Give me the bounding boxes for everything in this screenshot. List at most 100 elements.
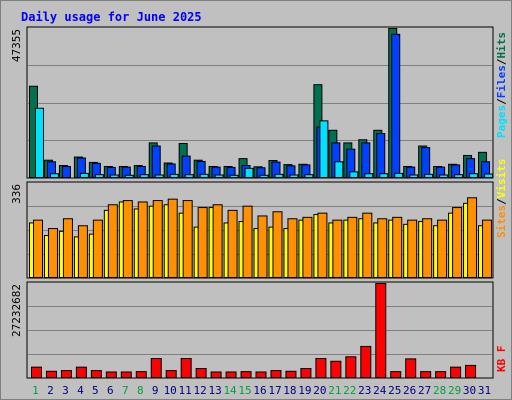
legend-pages: Pages bbox=[495, 105, 508, 138]
bar-sites-31 bbox=[482, 219, 493, 278]
day-label-28: 28 bbox=[433, 384, 446, 397]
bar-kb-f-20 bbox=[315, 358, 327, 379]
panel-middle-max-label: 336 bbox=[10, 184, 23, 204]
series-pages bbox=[35, 107, 494, 179]
series-sites bbox=[33, 197, 493, 279]
bar-sites-24 bbox=[377, 218, 388, 278]
bar-sites-23 bbox=[362, 212, 373, 278]
panel-middle: 336 Sites/Visits bbox=[10, 159, 508, 279]
bar-kb-f-24 bbox=[375, 283, 387, 378]
bar-sites-20 bbox=[317, 212, 328, 278]
day-label-13: 13 bbox=[208, 384, 221, 397]
panel-top-legend: Pages/Files/Hits bbox=[495, 32, 508, 138]
bar-sites-26 bbox=[407, 219, 418, 278]
bar-pages-28 bbox=[439, 174, 449, 179]
bar-pages-23 bbox=[364, 173, 374, 178]
bar-kb-f-17 bbox=[270, 370, 282, 378]
day-label-12: 12 bbox=[194, 384, 207, 397]
bar-pages-7 bbox=[124, 174, 134, 178]
day-label-23: 23 bbox=[358, 384, 371, 397]
bar-files-24 bbox=[376, 132, 386, 178]
legend-visits: Visits bbox=[495, 159, 508, 199]
day-labels: 1 2 3 4 5 6 7 8 9 10 11 12 13 14 15 16 17 18 19 20 21 22 23 24 2… bbox=[32, 384, 491, 397]
bar-sites-11 bbox=[182, 200, 193, 278]
bar-sites-5 bbox=[92, 219, 103, 278]
bar-pages-13 bbox=[214, 174, 224, 179]
day-label-15: 15 bbox=[238, 384, 251, 397]
bar-sites-16 bbox=[257, 215, 268, 278]
bar-pages-2 bbox=[49, 173, 59, 178]
bar-sites-13 bbox=[212, 204, 223, 278]
bar-sites-22 bbox=[347, 216, 358, 279]
bar-kb-f-2 bbox=[45, 370, 57, 378]
bar-sites-30 bbox=[467, 197, 478, 278]
panel-middle-legend: Sites/Visits bbox=[495, 159, 508, 239]
legend-separator: / bbox=[495, 58, 508, 65]
bar-pages-15 bbox=[244, 167, 254, 179]
bar-sites-6 bbox=[107, 204, 118, 278]
bar-pages-14 bbox=[229, 174, 239, 178]
day-label-27: 27 bbox=[418, 384, 431, 397]
bar-pages-9 bbox=[154, 174, 164, 179]
bar-kb-f-18 bbox=[285, 370, 297, 378]
bar-kb-f-1 bbox=[31, 366, 42, 379]
bar-pages-18 bbox=[289, 174, 299, 179]
legend-hits: Hits bbox=[495, 32, 508, 59]
day-label-20: 20 bbox=[313, 384, 326, 397]
bar-kb-f-11 bbox=[180, 358, 192, 379]
day-label-14: 14 bbox=[223, 384, 237, 397]
bar-sites-19 bbox=[302, 216, 313, 279]
day-label-24: 24 bbox=[373, 384, 387, 397]
bar-kb-f-16 bbox=[255, 371, 267, 379]
bar-kb-f-23 bbox=[360, 345, 372, 379]
bar-kb-f-30 bbox=[465, 364, 477, 378]
day-label-2: 2 bbox=[47, 384, 54, 397]
legend-files: Files bbox=[495, 65, 508, 98]
bar-kb-f-9 bbox=[150, 358, 162, 379]
chart-panels: 47355Pages/Files/Hits336Sites/Visits2723… bbox=[10, 26, 508, 379]
bar-kb-f-8 bbox=[135, 371, 147, 378]
bar-kb-f-6 bbox=[105, 371, 117, 379]
bar-pages-4 bbox=[79, 172, 89, 179]
panel-bottom-max-label: 27232682 bbox=[10, 284, 23, 337]
bar-pages-20 bbox=[319, 120, 329, 178]
bar-kb-f-15 bbox=[240, 371, 252, 378]
bar-sites-8 bbox=[137, 201, 148, 278]
day-label-21: 21 bbox=[328, 384, 341, 397]
bar-kb-f-5 bbox=[90, 370, 102, 378]
bar-files-9 bbox=[151, 145, 161, 178]
bar-sites-28 bbox=[437, 219, 448, 278]
day-label-4: 4 bbox=[77, 384, 84, 397]
legend-sites: Sites bbox=[495, 205, 508, 238]
bar-pages-24 bbox=[379, 173, 389, 178]
bar-pages-12 bbox=[199, 173, 209, 178]
bar-sites-18 bbox=[287, 218, 298, 278]
bar-kb-f-27 bbox=[420, 371, 432, 378]
panel-bottom-legend: KB F bbox=[495, 346, 508, 373]
day-label-1: 1 bbox=[32, 384, 39, 397]
bar-pages-26 bbox=[409, 174, 419, 179]
bar-pages-16 bbox=[259, 174, 269, 178]
bar-sites-25 bbox=[392, 216, 403, 279]
bar-kb-f-28 bbox=[435, 371, 447, 378]
bar-sites-15 bbox=[242, 205, 253, 279]
day-label-29: 29 bbox=[448, 384, 461, 397]
bar-sites-17 bbox=[272, 211, 283, 278]
bar-files-27 bbox=[421, 147, 431, 178]
bar-kb-f-10 bbox=[165, 370, 177, 378]
day-label-9: 9 bbox=[152, 384, 159, 397]
bar-sites-9 bbox=[152, 200, 163, 278]
day-label-11: 11 bbox=[179, 384, 192, 397]
bar-sites-1 bbox=[33, 219, 43, 278]
day-label-3: 3 bbox=[62, 384, 69, 397]
bar-pages-22 bbox=[349, 171, 359, 178]
day-label-18: 18 bbox=[283, 384, 296, 397]
bar-sites-7 bbox=[122, 200, 133, 278]
day-label-7: 7 bbox=[122, 384, 129, 397]
bar-kb-f-25 bbox=[390, 371, 402, 378]
bar-kb-f-12 bbox=[195, 368, 207, 378]
bar-kb-f-29 bbox=[450, 366, 462, 379]
bar-kb-f-4 bbox=[75, 366, 87, 379]
bar-sites-2 bbox=[47, 228, 58, 279]
